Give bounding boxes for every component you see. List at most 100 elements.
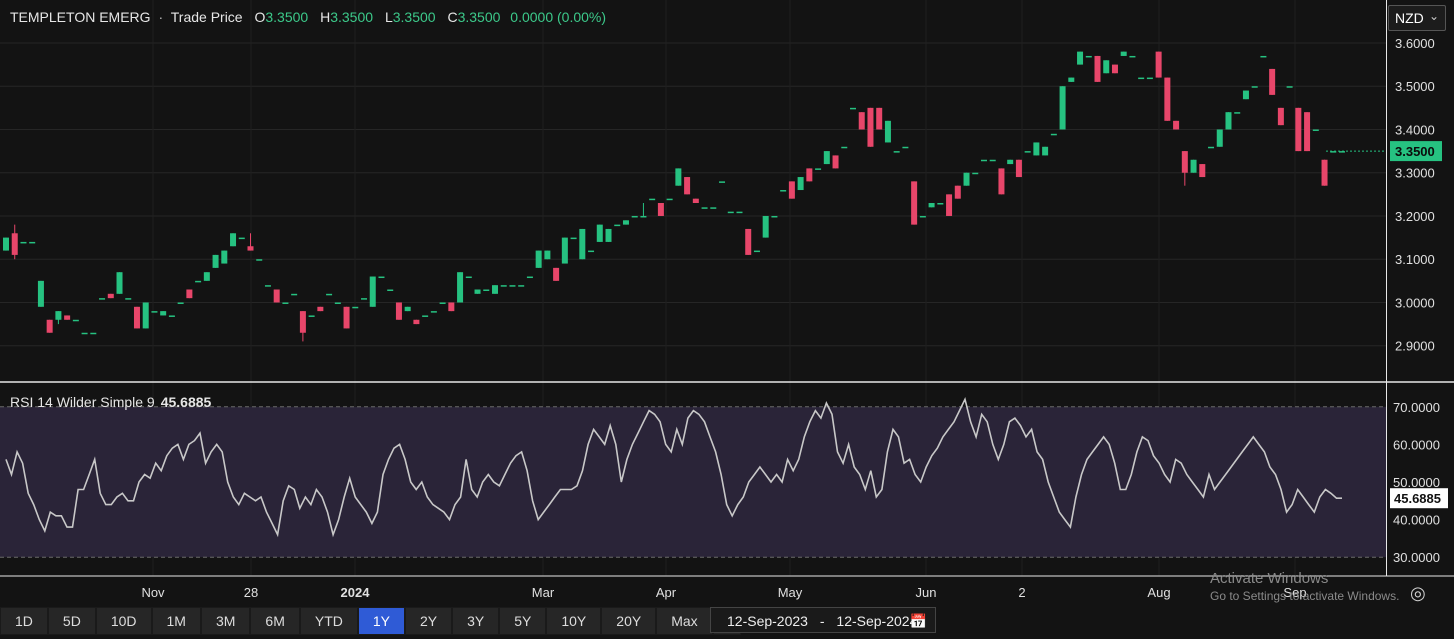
candle-body — [500, 285, 507, 287]
candle-body — [125, 298, 132, 300]
candle-body — [343, 306, 350, 329]
price-y-tick: 3.2000 — [1395, 209, 1435, 224]
candle-body — [483, 289, 490, 291]
candle-body — [596, 224, 603, 242]
timeframe-button-1m[interactable]: 1M — [151, 607, 201, 635]
candle-body — [815, 168, 822, 170]
candle-body — [657, 203, 664, 216]
candle-body — [291, 293, 298, 296]
timeframe-button-6m[interactable]: 6M — [250, 607, 300, 635]
x-tick-label: 2024 — [341, 585, 371, 600]
x-tick-label: Aug — [1147, 585, 1170, 600]
candle-body — [439, 302, 446, 304]
candle-body — [369, 276, 376, 307]
last-price-label: 3.3500 — [1395, 144, 1435, 159]
candle-body — [1164, 77, 1171, 121]
candle-body — [160, 311, 167, 316]
candle-body — [518, 285, 525, 287]
rsi-last-value-tag — [1390, 488, 1448, 509]
candle-body — [11, 233, 18, 255]
candle-body — [902, 146, 909, 149]
candle-body — [928, 203, 935, 208]
candle-body — [465, 276, 472, 279]
candle-body — [727, 211, 734, 214]
candle-body — [745, 228, 752, 255]
candle-body — [1199, 164, 1206, 178]
candle-body — [884, 120, 891, 143]
candle-body — [264, 285, 271, 287]
candle-body — [99, 298, 106, 300]
rsi-legend: RSI 14 Wilder Simple 9 45.6885 — [10, 394, 211, 410]
last-price-tag — [1390, 141, 1442, 162]
legend-separator: · — [158, 9, 164, 25]
candle-body — [282, 302, 289, 304]
timeframe-button-10d[interactable]: 10D — [95, 607, 152, 635]
candle-body — [561, 237, 568, 264]
timeframe-button-5y[interactable]: 5Y — [499, 607, 547, 635]
timeframe-button-3m[interactable]: 3M — [200, 607, 251, 635]
candle-body — [1181, 151, 1188, 173]
candle-body — [142, 302, 149, 329]
timeframe-button-1y[interactable]: 1Y — [357, 607, 405, 635]
price-y-tick: 3.0000 — [1395, 295, 1435, 310]
candle-body — [1085, 55, 1092, 58]
date-range-end: 12-Sep-2024 — [836, 613, 918, 629]
rsi-y-tick: 60.0000 — [1393, 437, 1440, 452]
chart-settings-icon[interactable]: ◎ — [1410, 583, 1426, 603]
rsi-label: RSI 14 Wilder Simple 9 — [10, 394, 155, 410]
candle-body — [1269, 68, 1276, 95]
candle-body — [1138, 77, 1145, 80]
calendar-icon: 📅 — [909, 613, 927, 629]
timeframe-button-5d[interactable]: 5D — [47, 607, 96, 635]
candle-body — [168, 315, 175, 317]
candle-body — [649, 198, 656, 201]
candle-body — [919, 215, 926, 218]
timeframe-button-2y[interactable]: 2Y — [404, 607, 453, 635]
candle-body — [1286, 86, 1293, 88]
timeframe-button-20y[interactable]: 20Y — [601, 607, 657, 635]
candle-body — [1050, 133, 1057, 136]
rsi-last-value-label: 45.6885 — [1394, 491, 1441, 506]
timeframe-button-10y[interactable]: 10Y — [546, 607, 602, 635]
change-value: 0.0000 (0.00%) — [510, 9, 607, 25]
candle-body — [72, 319, 79, 322]
candle-body — [474, 289, 481, 294]
candle-body — [806, 168, 813, 182]
date-range-picker[interactable]: 12-Sep-2023 - 12-Sep-2024 📅 — [710, 607, 936, 633]
candle-body — [1330, 151, 1337, 153]
price-type: Trade Price — [170, 9, 243, 25]
timeframe-button-1d[interactable]: 1D — [0, 607, 48, 635]
candle-body — [334, 302, 341, 304]
high-label: H — [320, 9, 331, 25]
candle-body — [972, 172, 979, 175]
candle-body — [710, 207, 717, 209]
timeframe-button-ytd[interactable]: YTD — [299, 607, 358, 635]
candle-body — [230, 233, 237, 247]
activate-windows-watermark: Activate Windows Go to Settings to activ… — [1210, 570, 1399, 603]
high-value: 3.3500 — [330, 9, 374, 25]
candle-body — [457, 272, 464, 303]
candle-body — [858, 112, 865, 130]
candle-body — [1216, 129, 1223, 147]
chevron-down-icon: ⌄ — [1428, 9, 1439, 23]
candle-body — [867, 107, 874, 147]
rsi-y-tick: 30.0000 — [1393, 550, 1440, 565]
timeframe-button-max[interactable]: Max — [656, 607, 713, 635]
close-label: C — [447, 9, 458, 25]
candle-body — [640, 215, 647, 218]
x-tick-label: Nov — [141, 585, 165, 600]
candle-body — [1094, 55, 1101, 82]
currency-select[interactable]: NZD ⌄ — [1388, 5, 1446, 31]
x-tick-label: Jun — [916, 585, 937, 600]
candle-body — [413, 319, 420, 325]
candle-body — [395, 302, 402, 320]
candle-body — [946, 194, 953, 216]
timeframe-button-3y[interactable]: 3Y — [452, 607, 500, 635]
candle-body — [753, 250, 760, 253]
candle-body — [1059, 86, 1066, 130]
candle-body — [666, 198, 673, 201]
date-range-dash: - — [819, 613, 825, 629]
candle-body — [195, 280, 202, 283]
candle-body — [326, 293, 333, 296]
